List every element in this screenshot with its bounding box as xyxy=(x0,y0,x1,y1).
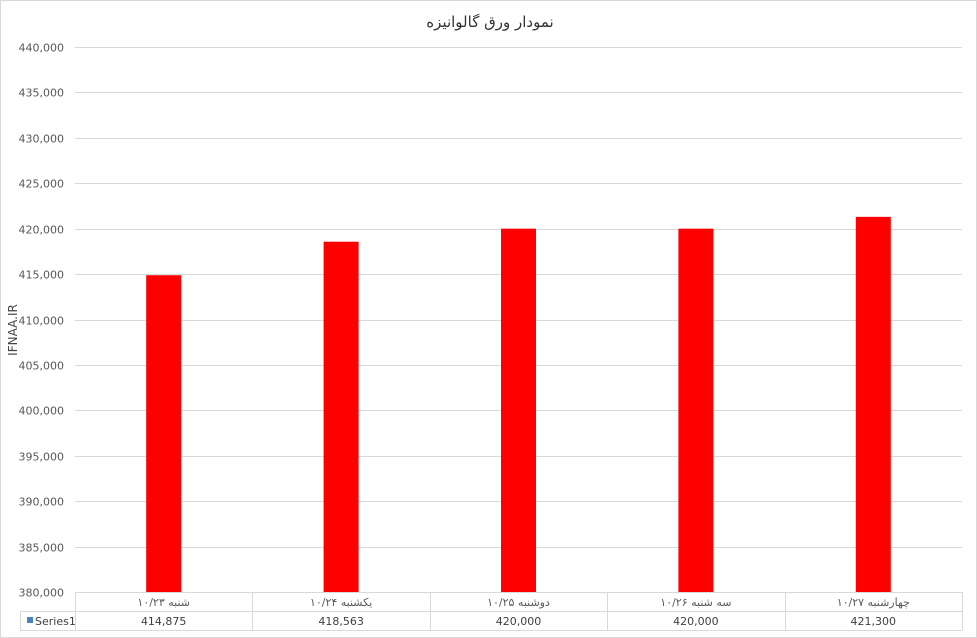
y-tick-label: 380,000 xyxy=(19,587,65,600)
x-tick-label: چهارشنبه ۱۰/۲۷ xyxy=(837,596,910,609)
bar xyxy=(501,228,536,592)
y-tick-label: 410,000 xyxy=(19,315,65,328)
y-tick-label: 385,000 xyxy=(19,542,65,555)
y-tick-label: 415,000 xyxy=(19,269,65,282)
legend-swatch xyxy=(27,617,33,623)
watermark: IFNAA.IR xyxy=(6,304,20,356)
y-tick-label: 405,000 xyxy=(19,360,65,373)
data-label: 420,000 xyxy=(496,615,542,628)
chart-title: نمودار ورق گالوانیزه xyxy=(426,13,553,31)
x-tick-label: سه شنبه ۱۰/۲۶ xyxy=(660,596,731,609)
y-tick-label: 420,000 xyxy=(19,224,65,237)
y-tick-label: 440,000 xyxy=(19,42,65,55)
y-tick-label: 390,000 xyxy=(19,496,65,509)
data-label: 414,875 xyxy=(141,615,187,628)
y-tick-label: 400,000 xyxy=(19,405,65,418)
y-tick-label: 430,000 xyxy=(19,133,65,146)
bar xyxy=(678,228,714,592)
data-label: 420,000 xyxy=(673,615,719,628)
x-tick-label: شنبه ۱۰/۲۳ xyxy=(137,596,190,609)
data-label: 418,563 xyxy=(318,615,364,628)
y-tick-label: 425,000 xyxy=(19,178,65,191)
y-tick-label: 395,000 xyxy=(19,451,65,464)
x-tick-label: یکشنبه ۱۰/۲۴ xyxy=(310,596,372,609)
legend-series-name: Series1 xyxy=(35,615,76,628)
bar xyxy=(323,241,359,592)
bar xyxy=(855,216,891,592)
data-label: 421,300 xyxy=(851,615,897,628)
x-tick-label: دوشنبه ۱۰/۲۵ xyxy=(487,596,550,609)
bar xyxy=(146,275,182,592)
y-tick-label: 435,000 xyxy=(19,87,65,100)
